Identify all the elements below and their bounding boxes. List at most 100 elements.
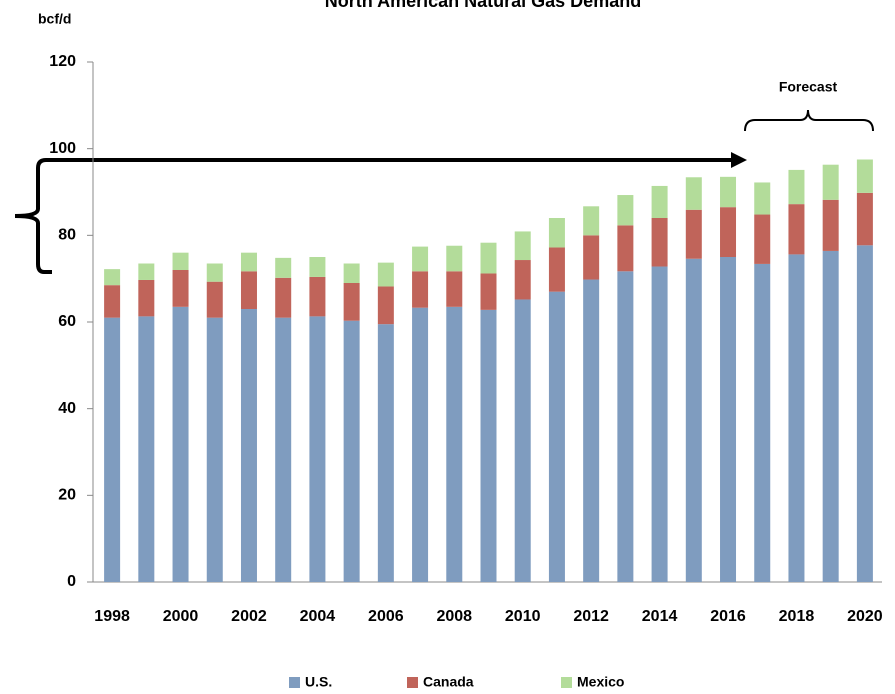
- bar-segment: [275, 277, 292, 318]
- bar-segment: [856, 245, 873, 583]
- bar-segment: [480, 242, 497, 274]
- bar-segment: [240, 309, 257, 582]
- bar-segment: [754, 182, 771, 215]
- bar-segment: [172, 252, 189, 270]
- x-tick-label: 2012: [573, 608, 609, 625]
- bar-segment: [788, 204, 805, 255]
- bar-segment: [206, 281, 223, 318]
- bar-segment: [514, 260, 531, 300]
- x-tick-label: 2018: [779, 608, 815, 625]
- bar-segment: [240, 271, 257, 309]
- x-tick-label: 2000: [163, 608, 199, 625]
- bar-segment: [309, 257, 326, 277]
- bar-segment: [309, 316, 326, 582]
- bar-segment: [240, 252, 257, 272]
- legend-swatch: [289, 677, 300, 688]
- bar-segment: [104, 269, 121, 286]
- y-tick-label: 0: [67, 573, 76, 590]
- bar-segment: [480, 309, 497, 582]
- bar-segment: [617, 195, 634, 226]
- bar-segment: [788, 254, 805, 582]
- bar-segment: [651, 266, 668, 582]
- bar-segment: [446, 245, 463, 272]
- x-tick-label: 2014: [642, 608, 678, 625]
- bar-segment: [856, 192, 873, 246]
- bar-segment: [138, 279, 155, 317]
- bar-segment: [104, 317, 121, 582]
- bar-segment: [343, 263, 360, 283]
- bar-segment: [309, 276, 326, 317]
- bar-segment: [583, 279, 600, 582]
- bar-segment: [720, 207, 737, 257]
- bar-segment: [583, 206, 600, 236]
- legend-swatch: [407, 677, 418, 688]
- bar-segment: [754, 214, 771, 264]
- bar-segment: [822, 250, 839, 582]
- y-tick-label: 120: [49, 53, 76, 70]
- bar-segment: [480, 273, 497, 310]
- bar-segment: [172, 306, 189, 582]
- legend-label: Mexico: [577, 674, 624, 690]
- y-tick-label: 40: [58, 400, 76, 417]
- bar-segment: [377, 262, 394, 287]
- x-tick-label: 1998: [94, 608, 130, 625]
- y-axis-label: bcf/d: [38, 11, 71, 27]
- bar-segment: [275, 317, 292, 582]
- bar-segment: [685, 209, 702, 259]
- x-tick-label: 2020: [847, 608, 883, 625]
- bar-segment: [446, 306, 463, 582]
- bar-segment: [617, 225, 634, 272]
- legend-label: U.S.: [305, 674, 332, 690]
- bar-segment: [548, 247, 565, 292]
- bar-segment: [104, 285, 121, 318]
- arrow-head: [731, 152, 747, 168]
- bar-segment: [720, 176, 737, 208]
- bar-segment: [788, 169, 805, 205]
- bar-segment: [822, 199, 839, 251]
- bar-segment: [172, 270, 189, 307]
- x-tick-label: 2016: [710, 608, 746, 625]
- x-tick-label: 2006: [368, 608, 404, 625]
- x-tick-label: 2008: [436, 608, 472, 625]
- bar-segment: [822, 164, 839, 200]
- bar-segment: [138, 316, 155, 582]
- bar-segment: [343, 283, 360, 321]
- bar-segment: [856, 159, 873, 193]
- bar-segment: [754, 263, 771, 582]
- x-tick-label: 2002: [231, 608, 267, 625]
- bar-segment: [514, 231, 531, 261]
- annotation: Forecast: [779, 79, 838, 95]
- bar-segment: [343, 320, 360, 582]
- y-tick-label: 60: [58, 313, 76, 330]
- y-tick-label: 80: [58, 227, 76, 244]
- bar-segment: [548, 218, 565, 248]
- forecast-bracket: [744, 109, 874, 132]
- bar-segment: [377, 286, 394, 325]
- arrow: [14, 158, 735, 274]
- y-tick-label: 100: [49, 140, 76, 157]
- bar-segment: [275, 257, 292, 278]
- bar-segment: [206, 317, 223, 582]
- bar-segment: [617, 271, 634, 582]
- legend-label: Canada: [423, 674, 474, 690]
- y-tick-label: 20: [58, 487, 76, 504]
- bar-segment: [685, 258, 702, 582]
- x-tick-label: 2010: [505, 608, 541, 625]
- x-tick-label: 2004: [300, 608, 336, 625]
- bar-segment: [412, 246, 429, 272]
- bar-segment: [138, 263, 155, 280]
- bar-segment: [583, 235, 600, 280]
- bar-segment: [548, 291, 565, 582]
- bar-segment: [206, 263, 223, 282]
- bar-segment: [446, 271, 463, 307]
- bar-segment: [377, 324, 394, 582]
- bar-segment: [720, 257, 737, 582]
- bar-segment: [651, 185, 668, 218]
- bar-segment: [685, 177, 702, 210]
- bar-segment: [412, 271, 429, 308]
- bar-segment: [651, 218, 668, 267]
- bar-segment: [514, 299, 531, 582]
- legend-swatch: [561, 677, 572, 688]
- chart-title: North American Natural Gas Demand: [325, 0, 641, 11]
